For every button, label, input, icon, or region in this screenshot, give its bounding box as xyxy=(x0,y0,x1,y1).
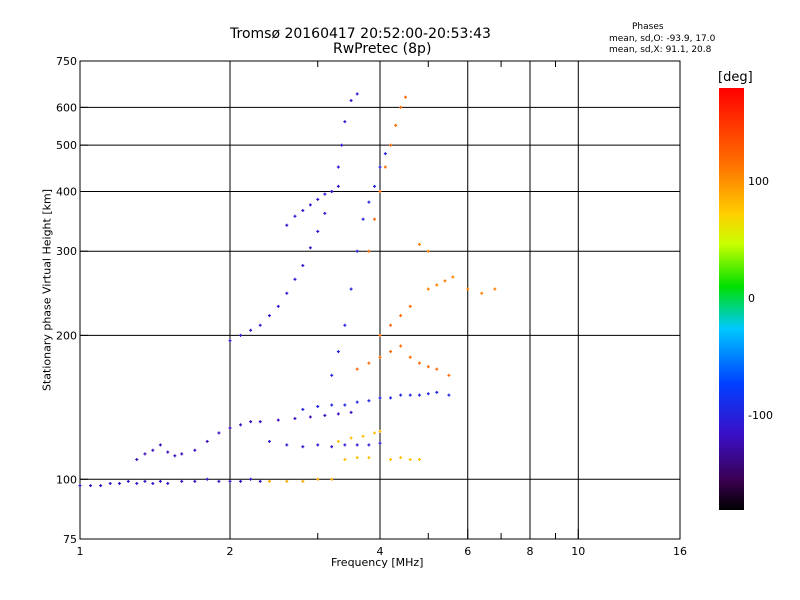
chart-subtitle: RwPretec (8p) xyxy=(333,41,432,57)
y-axis-label: Stationary phase Virtual Height [km] xyxy=(40,188,54,392)
x-axis-label: Frequency [MHz] xyxy=(331,556,424,569)
phases-heading: Phases xyxy=(632,22,664,32)
phase-stats-x: mean, sd,X: 91.1, 20.8 xyxy=(609,45,712,55)
x-tick-label: 6 xyxy=(464,545,471,558)
x-tick-label: 8 xyxy=(527,545,534,558)
x-tick-label: 16 xyxy=(673,545,687,558)
colorbar-tick-label: 100 xyxy=(748,174,769,188)
chart-title: Tromsø 20160417 20:52:00-20:53:43 xyxy=(230,26,491,42)
y-tick-label: 750 xyxy=(56,55,77,68)
colorbar-tick-label: -100 xyxy=(748,409,773,423)
y-tick-label: 100 xyxy=(56,473,77,486)
y-tick-label: 500 xyxy=(56,139,77,152)
y-tick-label: 400 xyxy=(56,185,77,198)
x-tick-label: 2 xyxy=(227,545,234,558)
colorbar-tick-label: 0 xyxy=(748,292,755,305)
x-tick-label: 1 xyxy=(77,545,84,558)
x-tick-label: 10 xyxy=(571,545,585,558)
y-tick-label: 75 xyxy=(63,533,77,546)
phase-colorbar xyxy=(719,88,744,510)
y-tick-label: 200 xyxy=(56,329,77,342)
y-tick-label: 600 xyxy=(56,101,77,114)
x-tick-label: 4 xyxy=(377,545,384,558)
colorbar-unit: [deg] xyxy=(718,70,753,85)
y-tick-label: 300 xyxy=(56,245,77,258)
phase-stats-o: mean, sd,O: -93.9, 17.0 xyxy=(609,34,716,44)
